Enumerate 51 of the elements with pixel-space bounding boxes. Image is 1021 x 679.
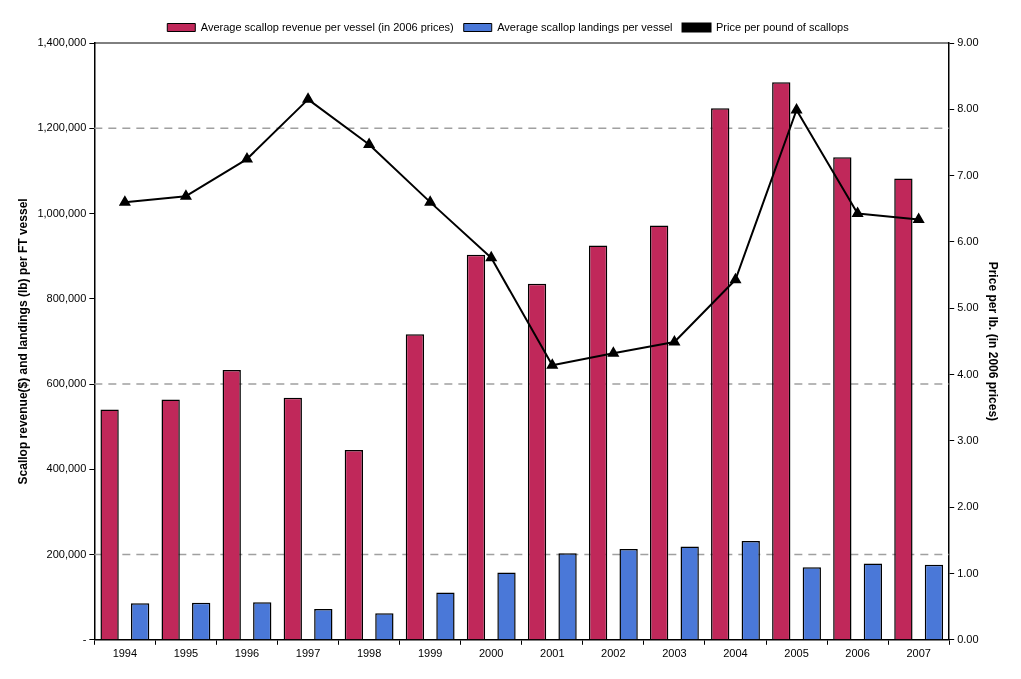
point (363, 138, 375, 148)
y2-tick-label: 0.00 (957, 632, 979, 645)
x-tick-label: 1995 (173, 647, 199, 660)
y2-tick-label: 1.00 (957, 566, 979, 579)
point (608, 347, 619, 357)
legend-label: Average scallop landings per vessel (497, 20, 673, 33)
point (180, 190, 192, 200)
point (546, 359, 558, 369)
x-tick-label: 2004 (723, 647, 748, 660)
y2-tick-label: 3.00 (957, 433, 979, 446)
y-tick-label: 600,000 (46, 377, 87, 390)
x-tick-label: 1999 (417, 647, 443, 660)
point (302, 93, 314, 103)
y-tick-label: 1,000,000 (37, 206, 87, 219)
point (852, 207, 863, 217)
point (669, 336, 680, 346)
y-tick-label: 1,400,000 (37, 36, 87, 49)
point (730, 273, 741, 284)
y-tick-label: 400,000 (46, 462, 87, 475)
y-tick-label: 200,000 (46, 547, 87, 560)
y-tick-label: 800,000 (46, 291, 87, 304)
y2-tick-label: 9.00 (957, 36, 979, 49)
x-tick-label: 2000 (478, 647, 504, 660)
x-tick-label: 1998 (356, 647, 382, 660)
y2-tick-label: 5.00 (957, 301, 979, 314)
x-tick-label: 2007 (906, 647, 931, 660)
legend-label: Average scallop revenue per vessel (in 2006 prices) (200, 20, 454, 33)
x-tick-label: 2002 (601, 647, 626, 660)
legend-label: Price per pound of scallops (716, 20, 850, 33)
point (241, 153, 253, 163)
x-tick-label: 2001 (540, 647, 565, 660)
point (791, 103, 802, 114)
x-tick-label: 2006 (845, 647, 870, 660)
y-tick-label: - (82, 632, 87, 645)
y2-axis-title: Price per lb. (in 2006 prices) (986, 261, 1001, 422)
point (119, 196, 131, 206)
y2-tick-label: 4.00 (957, 367, 979, 380)
x-tick-label: 1996 (234, 647, 260, 660)
y2-tick-label: 2.00 (957, 500, 979, 513)
x-tick-label: 1994 (112, 647, 138, 660)
y-tick-label: 1,200,000 (37, 121, 87, 134)
x-tick-label: 1997 (295, 647, 321, 660)
point (485, 251, 497, 262)
point (913, 213, 924, 223)
x-tick-label: 2005 (784, 647, 809, 660)
point (424, 196, 436, 206)
y2-tick-label: 7.00 (957, 168, 979, 181)
y2-tick-label: 6.00 (957, 234, 979, 247)
y-axis-title: Scallop revenue($) and landings (lb) per FT vessel (15, 198, 30, 485)
x-tick-label: 2003 (662, 647, 687, 660)
y2-tick-label: 8.00 (957, 102, 979, 115)
